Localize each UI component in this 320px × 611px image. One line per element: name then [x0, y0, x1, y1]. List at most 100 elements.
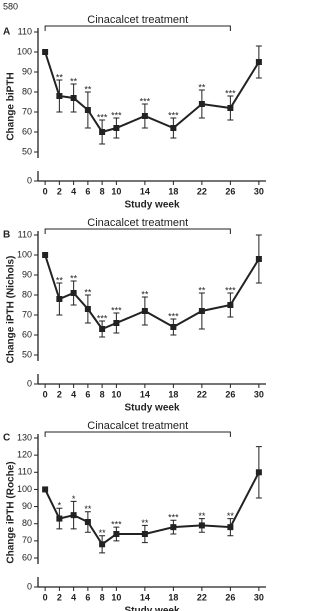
marker — [84, 306, 91, 312]
x-tick-label: 8 — [100, 186, 105, 196]
y-tick-label: 60 — [22, 552, 32, 562]
significance: *** — [168, 110, 179, 120]
treatment-bracket — [44, 431, 231, 437]
y-tick-label: 90 — [22, 66, 32, 76]
x-tick-label: 4 — [71, 186, 76, 196]
y-tick-label: 60 — [22, 126, 32, 136]
significance: ** — [141, 289, 149, 299]
x-tick-label: 30 — [254, 389, 264, 399]
x-tick-label: 18 — [168, 592, 178, 602]
annotation: Cinacalcet treatment — [87, 420, 188, 432]
x-axis-label: Study week — [124, 403, 179, 414]
x-tick-label: 0 — [43, 186, 48, 196]
significance: *** — [168, 513, 179, 523]
x-tick-label: 14 — [140, 592, 150, 602]
y-tick-label: 0 — [27, 175, 32, 185]
marker — [170, 125, 177, 131]
x-tick-label: 22 — [197, 389, 207, 399]
x-tick-label: 2 — [57, 186, 62, 196]
y-tick-label: 0 — [27, 581, 32, 591]
significance: *** — [225, 88, 236, 98]
marker — [56, 515, 63, 522]
y-tick-label: 110 — [18, 26, 32, 36]
y-tick-label: 100 — [17, 249, 32, 259]
marker — [42, 49, 49, 55]
x-tick-label: 26 — [225, 186, 235, 196]
y-tick-label: 120 — [17, 450, 32, 460]
x-tick-label: 18 — [168, 186, 178, 196]
marker — [227, 302, 234, 308]
treatment-bracket — [44, 228, 231, 234]
marker — [198, 522, 205, 529]
data-line — [44, 471, 260, 546]
x-tick-label: 14 — [140, 389, 150, 399]
significance: ** — [84, 504, 92, 514]
marker — [227, 524, 234, 531]
x-tick-label: 10 — [111, 186, 121, 196]
x-tick-label: 4 — [71, 389, 76, 399]
y-axis-label: Change biPTH — [6, 72, 17, 140]
significance: ** — [227, 511, 235, 521]
marker — [170, 324, 177, 330]
panel-label: A — [3, 27, 10, 38]
significance: *** — [111, 305, 122, 315]
x-tick-label: 22 — [197, 186, 207, 196]
treatment-bracket — [44, 25, 231, 31]
marker — [227, 105, 234, 111]
x-tick-label: 4 — [71, 592, 76, 602]
x-tick-label: 14 — [140, 186, 150, 196]
x-tick-label: 6 — [85, 592, 90, 602]
marker — [141, 308, 148, 314]
y-tick-label: 90 — [22, 269, 32, 279]
marker — [99, 129, 106, 135]
x-tick-label: 26 — [225, 389, 235, 399]
y-tick-label: 80 — [22, 289, 32, 299]
x-tick-label: 8 — [100, 389, 105, 399]
x-axis-label: Study week — [124, 200, 179, 211]
x-tick-label: 8 — [100, 592, 105, 602]
marker — [70, 95, 77, 101]
marker — [198, 308, 205, 314]
marker — [255, 59, 262, 65]
marker — [255, 256, 262, 262]
marker — [141, 113, 148, 119]
x-tick-label: 2 — [57, 592, 62, 602]
significance: ** — [84, 84, 92, 94]
y-tick-label: 70 — [22, 106, 32, 116]
page-number: 580 — [3, 1, 18, 11]
y-tick-label: 50 — [22, 349, 32, 359]
significance: *** — [111, 520, 122, 530]
significance: ** — [198, 511, 206, 521]
marker — [170, 524, 177, 531]
x-tick-label: 18 — [168, 389, 178, 399]
significance: ** — [56, 72, 64, 82]
significance: * — [58, 501, 62, 511]
significance: ** — [70, 273, 78, 283]
x-tick-label: 2 — [57, 389, 62, 399]
y-tick-label: 80 — [22, 86, 32, 96]
y-tick-label: 90 — [22, 501, 32, 511]
y-tick-label: 0 — [27, 378, 32, 388]
significance: ** — [56, 275, 64, 285]
x-axis-label: Study week — [124, 606, 179, 611]
marker — [113, 125, 120, 131]
marker — [56, 93, 63, 99]
marker — [84, 519, 91, 525]
y-tick-label: 50 — [22, 146, 32, 156]
significance: ** — [198, 82, 206, 92]
x-tick-label: 0 — [43, 389, 48, 399]
x-tick-label: 6 — [85, 389, 90, 399]
y-axis-label: Change iPTH (Nichols) — [6, 256, 17, 364]
y-tick-label: 130 — [17, 432, 32, 442]
significance: *** — [168, 311, 179, 321]
x-tick-label: 26 — [225, 592, 235, 602]
x-tick-label: 0 — [43, 592, 48, 602]
panel-label: B — [3, 230, 10, 241]
x-tick-label: 22 — [197, 592, 207, 602]
marker — [56, 296, 63, 302]
y-tick-label: 60 — [22, 329, 32, 339]
marker — [42, 486, 49, 493]
marker — [113, 531, 120, 537]
significance: *** — [140, 96, 151, 106]
